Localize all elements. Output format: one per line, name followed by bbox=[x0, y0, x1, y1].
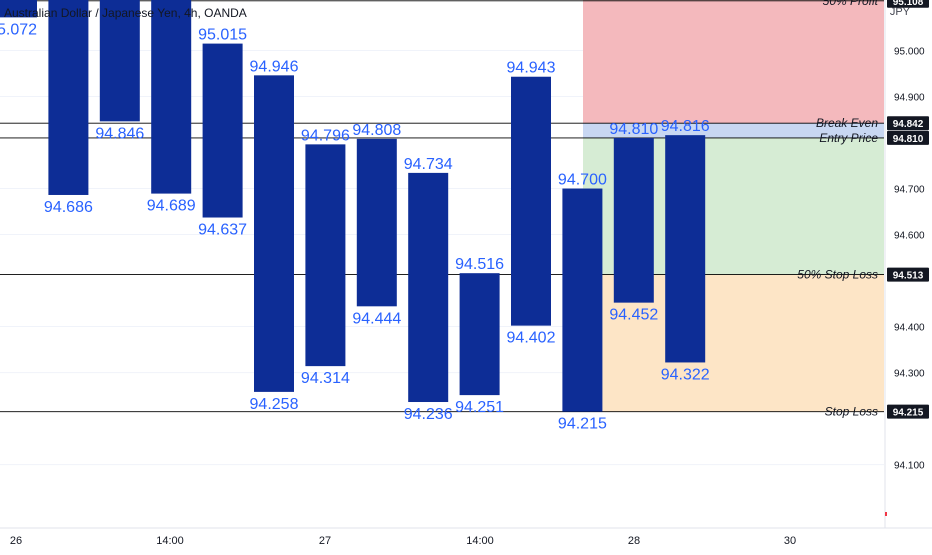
chart-title: Australian Dollar / Japanese Yen, 4h, OA… bbox=[4, 6, 247, 20]
candle-low-label: 94.444 bbox=[352, 310, 401, 327]
candle-low-label: 94.402 bbox=[507, 330, 556, 347]
candle-low-label: 5.072 bbox=[0, 21, 37, 38]
level-value-text: 95.108 bbox=[893, 0, 924, 8]
x-tick-label: 14:00 bbox=[466, 535, 494, 547]
level-label: Entry Price bbox=[819, 131, 878, 145]
candle-low-label: 94.236 bbox=[404, 406, 453, 423]
candle-high-label: 94.808 bbox=[352, 122, 401, 139]
candle-low-label: 94.637 bbox=[198, 222, 247, 239]
level-label: Stop Loss bbox=[825, 405, 878, 419]
x-tick-label: 26 bbox=[10, 535, 22, 547]
candle-low-label: 94.215 bbox=[558, 416, 607, 433]
candle-high-label: 94.796 bbox=[301, 127, 350, 144]
currency-label: JPY bbox=[889, 6, 910, 18]
candle-high-label: 94.816 bbox=[661, 118, 710, 135]
candle-high-label: 94.700 bbox=[558, 172, 607, 189]
level-value-badge bbox=[887, 267, 929, 282]
candle-low-label: 94.686 bbox=[44, 199, 93, 216]
candle-body bbox=[511, 76, 551, 326]
candle-low-label: 94.689 bbox=[147, 198, 196, 215]
candle-body bbox=[408, 172, 449, 403]
candle-body bbox=[0, 0, 37, 18]
y-tick-label: 94.900 bbox=[894, 93, 925, 104]
profit-zone-upper bbox=[583, 0, 884, 1]
y-tick-label: 95.000 bbox=[894, 47, 925, 58]
candle-high-label: 94.946 bbox=[250, 58, 299, 75]
x-tick-label: 14:00 bbox=[156, 535, 184, 547]
level-value-text: 94.810 bbox=[893, 134, 924, 145]
candle-body bbox=[254, 75, 294, 392]
candle-body bbox=[665, 135, 706, 363]
candle-high-label: 94.516 bbox=[455, 256, 504, 273]
axis-marker bbox=[885, 512, 887, 516]
y-tick-label: 94.300 bbox=[894, 369, 925, 380]
level-value-badge bbox=[887, 0, 929, 8]
candle-low-label: 94.452 bbox=[609, 307, 658, 324]
candle-high-label: 94.810 bbox=[609, 121, 658, 138]
candle-body bbox=[613, 137, 654, 303]
x-tick-label: 27 bbox=[319, 535, 331, 547]
level-value-text: 94.215 bbox=[893, 408, 924, 419]
level-value-text: 94.842 bbox=[893, 119, 924, 130]
candle-low-label: 94.322 bbox=[661, 366, 710, 383]
level-value-badge bbox=[887, 116, 929, 131]
level-value-text: 94.513 bbox=[893, 271, 924, 282]
level-value-badge bbox=[887, 130, 929, 145]
level-label: Break Even bbox=[816, 116, 878, 130]
candle-body bbox=[151, 0, 192, 194]
candle-body bbox=[356, 138, 397, 307]
level-value-badge bbox=[887, 404, 929, 419]
y-tick-label: 94.100 bbox=[894, 461, 925, 472]
candle-body bbox=[562, 188, 603, 412]
entry-band bbox=[583, 123, 884, 138]
y-tick-label: 94.700 bbox=[894, 185, 925, 196]
candle-high-label: 94.943 bbox=[507, 60, 556, 77]
profit-zone-lower bbox=[583, 0, 884, 124]
candle-low-label: 94.314 bbox=[301, 370, 350, 387]
candle-body bbox=[202, 43, 243, 218]
candle-body bbox=[305, 144, 346, 367]
y-tick-label: 94.400 bbox=[894, 323, 925, 334]
candle-high-label: 95.015 bbox=[198, 27, 247, 44]
candle-body bbox=[459, 273, 500, 396]
x-tick-label: 28 bbox=[628, 535, 640, 547]
candle-body bbox=[99, 0, 140, 122]
candle-body bbox=[48, 0, 89, 195]
level-label: 50% Stop Loss bbox=[797, 268, 878, 282]
x-tick-label: 30 bbox=[784, 535, 796, 547]
candle-high-label: 94.734 bbox=[404, 156, 453, 173]
y-tick-label: 94.600 bbox=[894, 231, 925, 242]
candle-low-label: 94.258 bbox=[250, 396, 299, 413]
level-label: 50% Profit bbox=[823, 0, 879, 8]
candle-low-label: 94.251 bbox=[455, 399, 504, 416]
candle-low-label: 94.846 bbox=[95, 125, 144, 142]
